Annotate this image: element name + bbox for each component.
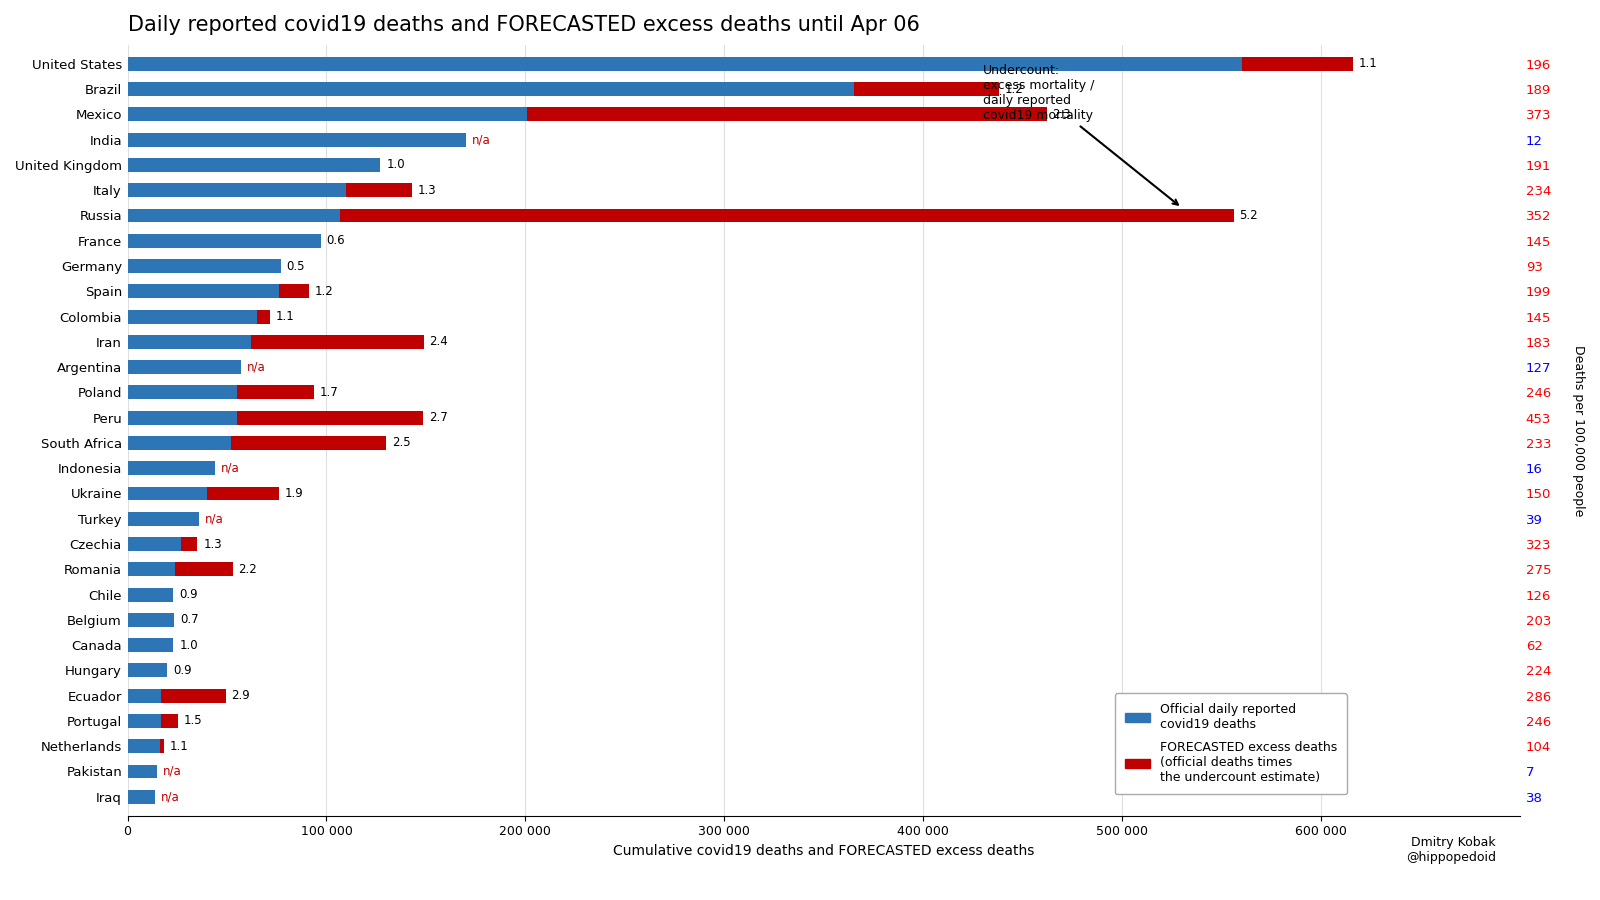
Text: 1.3: 1.3 xyxy=(418,184,437,197)
Bar xyxy=(128,562,176,576)
Text: 2.9: 2.9 xyxy=(232,689,250,702)
Bar xyxy=(230,436,386,450)
Text: 1.2: 1.2 xyxy=(1005,83,1024,95)
Bar xyxy=(237,410,422,425)
Text: n/a: n/a xyxy=(205,512,224,526)
Bar xyxy=(341,209,1234,222)
Text: 1.2: 1.2 xyxy=(315,284,334,298)
Bar xyxy=(128,57,1242,71)
Bar xyxy=(528,107,1046,122)
Text: 2.5: 2.5 xyxy=(392,436,411,449)
Bar xyxy=(128,209,341,222)
Y-axis label: Deaths per 100,000 people: Deaths per 100,000 people xyxy=(1571,345,1586,516)
Text: 1.1: 1.1 xyxy=(170,740,189,752)
Bar xyxy=(128,764,157,778)
Text: n/a: n/a xyxy=(221,462,240,474)
Bar xyxy=(128,335,251,349)
Text: 0.9: 0.9 xyxy=(173,664,192,677)
Bar xyxy=(128,462,214,475)
Text: n/a: n/a xyxy=(162,790,181,804)
Text: 1.1: 1.1 xyxy=(275,310,294,323)
Bar xyxy=(128,410,237,425)
Bar xyxy=(128,385,237,400)
Bar xyxy=(128,613,174,626)
Text: 2.2: 2.2 xyxy=(238,562,258,576)
Text: 1.9: 1.9 xyxy=(285,487,304,500)
Bar xyxy=(128,234,320,248)
Bar xyxy=(128,158,381,172)
Text: n/a: n/a xyxy=(472,133,491,146)
Bar xyxy=(128,588,173,601)
Text: n/a: n/a xyxy=(163,765,182,778)
Text: Dmitry Kobak
@hippopedoid: Dmitry Kobak @hippopedoid xyxy=(1406,836,1496,864)
Bar xyxy=(237,385,314,400)
Text: 1.0: 1.0 xyxy=(179,639,198,652)
Bar xyxy=(181,537,197,551)
Text: 1.0: 1.0 xyxy=(386,158,405,171)
Text: Undercount:
excess mortality /
daily reported
covid19 mortality: Undercount: excess mortality / daily rep… xyxy=(982,64,1178,204)
Bar xyxy=(128,537,181,551)
Bar xyxy=(128,487,206,500)
Legend: Official daily reported
covid19 deaths, FORECASTED excess deaths
(official death: Official daily reported covid19 deaths, … xyxy=(1115,693,1347,794)
Bar xyxy=(128,790,155,804)
Bar xyxy=(128,663,168,678)
Text: 2.7: 2.7 xyxy=(429,411,448,424)
Bar xyxy=(278,284,309,298)
Bar xyxy=(128,638,173,652)
Bar xyxy=(162,714,178,728)
Bar xyxy=(128,714,162,728)
Text: 1.3: 1.3 xyxy=(203,537,222,551)
Text: 1.1: 1.1 xyxy=(1358,58,1378,70)
Bar xyxy=(128,436,230,450)
Text: 0.9: 0.9 xyxy=(179,588,198,601)
Text: 0.7: 0.7 xyxy=(181,614,198,626)
X-axis label: Cumulative covid19 deaths and FORECASTED excess deaths: Cumulative covid19 deaths and FORECASTED… xyxy=(613,844,1035,858)
Bar xyxy=(128,284,278,298)
Bar xyxy=(206,487,278,500)
Bar xyxy=(128,132,466,147)
Bar xyxy=(128,310,258,323)
Bar xyxy=(346,184,413,197)
Bar xyxy=(160,739,163,753)
Bar xyxy=(258,310,270,323)
Text: 2.4: 2.4 xyxy=(429,336,448,348)
Bar xyxy=(162,688,226,703)
Bar xyxy=(128,107,528,122)
Text: 1.7: 1.7 xyxy=(320,386,338,399)
Bar xyxy=(1242,57,1354,71)
Text: Daily reported covid19 deaths and FORECASTED excess deaths until Apr 06: Daily reported covid19 deaths and FORECA… xyxy=(128,15,920,35)
Bar xyxy=(128,360,242,374)
Bar xyxy=(128,688,162,703)
Bar xyxy=(128,512,198,526)
Text: 0.5: 0.5 xyxy=(286,259,306,273)
Text: n/a: n/a xyxy=(246,361,266,374)
Text: 5.2: 5.2 xyxy=(1240,209,1258,222)
Bar xyxy=(854,82,998,96)
Bar xyxy=(128,739,160,753)
Bar xyxy=(128,82,854,96)
Bar xyxy=(128,184,346,197)
Text: 2.3: 2.3 xyxy=(1053,108,1072,121)
Bar xyxy=(176,562,232,576)
Text: 0.6: 0.6 xyxy=(326,234,346,248)
Bar xyxy=(128,259,280,273)
Bar xyxy=(251,335,424,349)
Text: 1.5: 1.5 xyxy=(184,715,202,727)
